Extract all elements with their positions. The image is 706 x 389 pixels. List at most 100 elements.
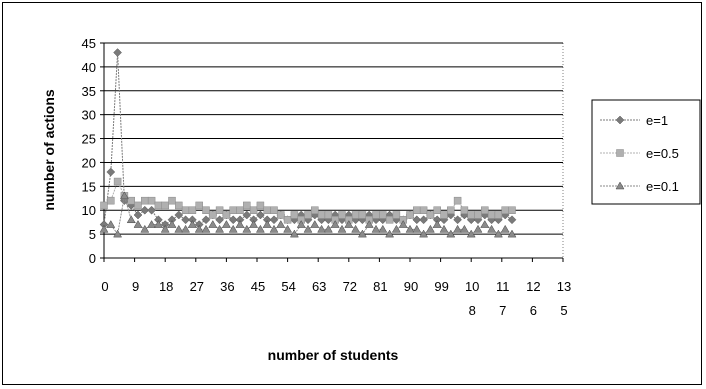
data-point — [154, 201, 163, 210]
data-point — [249, 206, 258, 214]
x-tick-label: 18 — [159, 279, 173, 294]
data-point — [487, 211, 496, 219]
data-point — [215, 224, 225, 233]
data-point — [432, 220, 442, 228]
legend-marker — [615, 115, 625, 125]
data-point — [195, 201, 203, 210]
data-point — [133, 210, 143, 220]
data-point — [412, 224, 422, 233]
data-point — [324, 211, 333, 219]
data-point — [201, 215, 211, 225]
data-point — [228, 224, 238, 233]
data-point — [255, 224, 265, 233]
data-point — [119, 191, 129, 200]
data-point — [113, 48, 122, 57]
data-point — [215, 206, 224, 214]
data-point — [364, 220, 374, 228]
data-point — [283, 224, 293, 233]
y-tick-label: 25 — [82, 132, 96, 147]
data-point — [419, 206, 428, 214]
data-point — [481, 206, 489, 214]
data-point — [405, 224, 415, 233]
data-point — [344, 220, 354, 228]
data-point — [317, 211, 326, 219]
data-point — [256, 201, 265, 210]
legend-label: e=0.1 — [646, 179, 679, 194]
data-point — [147, 220, 157, 228]
data-point — [174, 210, 184, 220]
data-point — [426, 211, 435, 219]
data-point — [453, 224, 463, 233]
data-point — [317, 224, 327, 233]
data-point — [161, 201, 169, 210]
data-point — [147, 196, 156, 205]
legend-label: e=1 — [646, 113, 668, 128]
data-point — [175, 201, 183, 210]
x-tick-label: 45 — [251, 279, 265, 294]
y-tick-label: 35 — [82, 84, 96, 99]
x-tick-label: 72 — [343, 279, 357, 294]
x-tick-label: 6 — [530, 303, 537, 318]
data-point — [311, 206, 319, 214]
x-axis-title: number of students — [268, 347, 399, 363]
x-tick-label: 36 — [220, 279, 234, 294]
x-tick-label: 10 — [465, 279, 479, 294]
data-point — [134, 201, 142, 210]
data-point — [460, 206, 469, 214]
data-point — [269, 215, 279, 225]
data-point — [283, 216, 292, 224]
y-tick-label: 0 — [89, 251, 96, 266]
y-tick-label: 20 — [82, 155, 96, 170]
data-point — [330, 220, 340, 228]
data-point — [140, 224, 150, 233]
data-point — [501, 206, 509, 214]
data-point — [181, 215, 190, 225]
data-point — [276, 220, 286, 228]
data-point — [487, 224, 497, 233]
data-point — [351, 211, 360, 219]
data-point — [290, 211, 299, 219]
data-point — [372, 211, 380, 219]
y-tick-label: 30 — [82, 108, 96, 123]
data-point — [106, 167, 116, 177]
data-point — [480, 220, 490, 228]
data-point — [406, 211, 414, 219]
data-point — [385, 216, 394, 224]
data-point — [303, 224, 313, 233]
y-tick-label: 10 — [82, 203, 96, 218]
data-point — [507, 215, 517, 225]
data-point — [440, 211, 448, 219]
x-tick-label: 7 — [499, 303, 506, 318]
data-point — [107, 196, 115, 205]
data-point — [447, 206, 455, 214]
x-tick-label: 11 — [496, 279, 510, 294]
data-point — [270, 206, 278, 214]
data-point — [391, 224, 401, 233]
data-point — [194, 224, 204, 233]
data-point — [141, 196, 149, 205]
data-point — [202, 206, 210, 214]
data-point — [181, 206, 190, 214]
x-tick-label: 54 — [281, 279, 295, 294]
data-point — [262, 220, 272, 228]
data-point — [466, 229, 476, 238]
data-point — [229, 206, 237, 214]
x-tick-label: 63 — [312, 279, 326, 294]
data-point — [412, 215, 422, 225]
data-point — [221, 220, 231, 228]
data-point — [493, 229, 503, 238]
legend-box — [591, 99, 701, 205]
data-point — [459, 224, 469, 233]
data-point — [500, 224, 510, 233]
y-tick-label: 15 — [82, 179, 96, 194]
data-point — [392, 211, 401, 219]
data-point — [235, 220, 245, 228]
y-axis-title: number of actions — [41, 89, 57, 211]
data-point — [201, 224, 211, 233]
data-point — [413, 206, 421, 214]
data-point — [113, 229, 123, 238]
x-tick-label: 5 — [560, 303, 567, 318]
data-point — [222, 211, 231, 219]
x-tick-label: 81 — [373, 279, 387, 294]
